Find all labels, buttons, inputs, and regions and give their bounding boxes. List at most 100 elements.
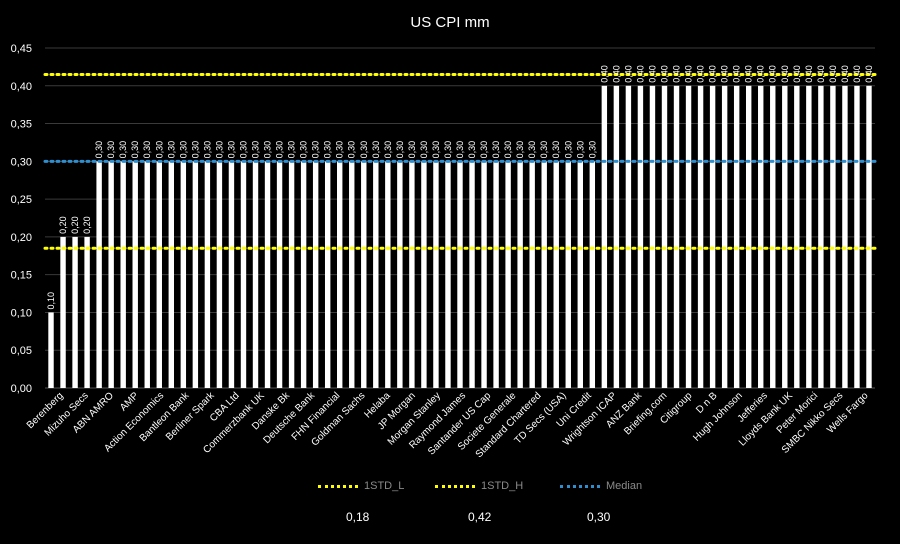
bar	[312, 161, 319, 388]
data-label: 0,30	[359, 141, 369, 159]
data-label: 0,30	[118, 141, 128, 159]
data-label: 0,30	[154, 141, 164, 159]
bar	[794, 85, 800, 389]
data-label: 0,30	[575, 141, 585, 159]
data-label: 0,30	[106, 141, 116, 159]
bar	[481, 161, 487, 388]
data-label: 0,40	[720, 65, 730, 83]
bar	[806, 85, 812, 389]
bar	[577, 161, 583, 388]
data-label: 0,40	[684, 65, 694, 83]
bar	[661, 85, 668, 389]
data-label: 0,40	[780, 65, 790, 83]
data-label: 0,30	[251, 141, 261, 159]
legend: 1STD_L 1STD_H Median	[0, 480, 900, 500]
bar	[505, 161, 511, 388]
data-label: 0,30	[226, 141, 236, 159]
bar	[565, 161, 571, 388]
bar	[697, 85, 704, 389]
data-label: 0,30	[263, 141, 273, 159]
y-tick-label: 0,15	[11, 270, 32, 282]
y-tick-label: 0,35	[11, 119, 32, 131]
data-label: 0,30	[311, 141, 321, 159]
data-label: 0,40	[623, 65, 633, 83]
data-label: 0,30	[238, 141, 248, 159]
y-tick-label: 0,10	[11, 307, 32, 319]
bar	[721, 85, 728, 389]
bar	[120, 161, 126, 388]
data-label: 0,40	[828, 65, 838, 83]
bar	[337, 161, 343, 388]
bar	[758, 85, 764, 389]
data-label: 0,30	[299, 141, 309, 159]
bar	[228, 161, 235, 388]
bar	[397, 161, 403, 388]
bar	[445, 161, 451, 388]
data-label: 0,40	[816, 65, 826, 83]
data-label: 0,30	[431, 141, 441, 159]
bar	[409, 161, 415, 388]
bar	[818, 85, 824, 389]
data-label: 0,30	[347, 141, 357, 159]
bar	[60, 236, 66, 388]
data-label: 0,30	[94, 141, 104, 159]
bar	[72, 236, 78, 388]
data-label: 0,40	[864, 65, 874, 83]
bar	[144, 161, 150, 388]
data-label: 0,40	[611, 65, 621, 83]
bar	[288, 161, 295, 388]
y-tick-label: 0,25	[11, 194, 32, 206]
bar	[192, 161, 199, 388]
data-label: 0,40	[756, 65, 766, 83]
bar	[240, 161, 247, 388]
bar	[733, 85, 740, 389]
bar	[48, 312, 54, 388]
bar	[685, 85, 692, 389]
data-label: 0,40	[804, 65, 814, 83]
data-label: 0,30	[395, 141, 405, 159]
bar	[782, 85, 788, 389]
y-tick-label: 0,20	[11, 232, 32, 244]
bar	[421, 161, 427, 388]
legend-swatch-median	[560, 484, 600, 488]
y-tick-label: 0,30	[11, 156, 32, 168]
data-label: 0,30	[539, 141, 549, 159]
legend-item-median: Median	[560, 480, 642, 492]
bar	[854, 85, 860, 389]
legend-swatch-1std-h	[435, 484, 475, 488]
bar	[613, 85, 620, 389]
bar	[96, 161, 102, 388]
bar	[300, 161, 307, 388]
bar	[180, 161, 187, 388]
data-label: 0,40	[599, 65, 609, 83]
bar	[866, 85, 872, 389]
bar	[625, 85, 632, 389]
data-label: 0,40	[635, 65, 645, 83]
bar	[132, 161, 138, 388]
bar	[349, 161, 355, 388]
data-label: 0,30	[130, 141, 140, 159]
data-label: 0,30	[479, 141, 489, 159]
bar	[264, 161, 271, 388]
data-label: 0,30	[371, 141, 381, 159]
legend-swatch-1std-l	[318, 484, 358, 488]
y-tick-label: 0,45	[11, 43, 32, 55]
data-label: 0,40	[792, 65, 802, 83]
legend-label-median: Median	[606, 480, 643, 492]
y-tick-label: 0,00	[11, 383, 32, 395]
legend-value-1std-l: 0,18	[346, 510, 370, 524]
bars	[48, 85, 872, 389]
data-label: 0,20	[82, 216, 92, 234]
bar	[457, 161, 463, 388]
data-label: 0,40	[659, 65, 669, 83]
bar	[493, 161, 499, 388]
bar	[433, 161, 439, 388]
bar	[601, 85, 608, 389]
bar	[637, 85, 644, 389]
data-label: 0,30	[455, 141, 465, 159]
data-label: 0,30	[587, 141, 597, 159]
bar	[216, 161, 223, 388]
data-label: 0,30	[142, 141, 152, 159]
legend-label-1std-h: 1STD_H	[481, 480, 524, 492]
